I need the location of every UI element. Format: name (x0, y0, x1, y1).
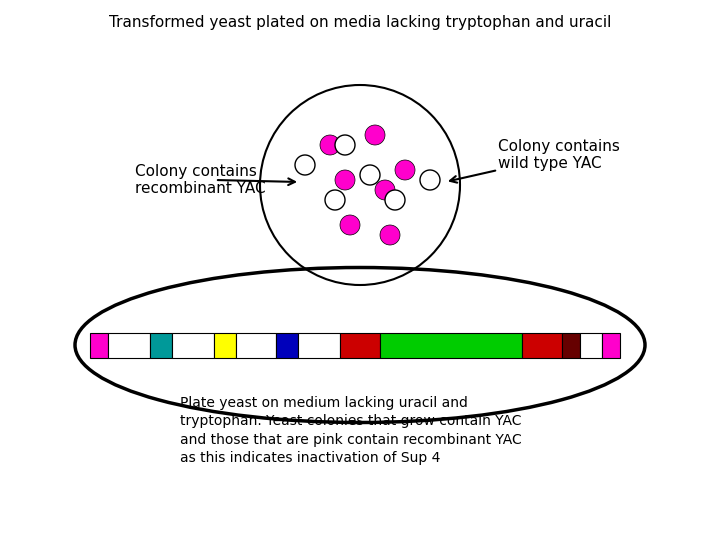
Text: Plate yeast on medium lacking uracil and
tryptophan. Yeast colonies that grow co: Plate yeast on medium lacking uracil and… (180, 396, 522, 465)
Circle shape (340, 215, 360, 235)
Bar (276, 333, 298, 357)
Circle shape (385, 190, 405, 210)
Circle shape (420, 170, 440, 190)
Bar (108, 333, 150, 357)
Bar (602, 333, 620, 357)
Circle shape (320, 135, 340, 155)
Bar (340, 333, 380, 357)
Bar (236, 333, 276, 357)
Bar (522, 333, 562, 357)
Bar (298, 333, 340, 357)
Bar (90, 333, 108, 357)
Bar (580, 333, 602, 357)
Text: Colony contains
wild type YAC: Colony contains wild type YAC (498, 139, 620, 171)
Circle shape (365, 125, 385, 145)
Circle shape (325, 190, 345, 210)
Circle shape (395, 160, 415, 180)
Circle shape (375, 180, 395, 200)
Circle shape (360, 165, 380, 185)
Bar (150, 333, 172, 357)
Text: Colony contains
recombinant YAC: Colony contains recombinant YAC (135, 164, 266, 196)
Circle shape (295, 155, 315, 175)
Bar (380, 333, 522, 357)
Circle shape (380, 225, 400, 245)
Text: Transformed yeast plated on media lacking tryptophan and uracil: Transformed yeast plated on media lackin… (109, 15, 611, 30)
Circle shape (335, 170, 355, 190)
Bar (562, 333, 580, 357)
Circle shape (335, 135, 355, 155)
Bar (214, 333, 236, 357)
Bar (172, 333, 214, 357)
